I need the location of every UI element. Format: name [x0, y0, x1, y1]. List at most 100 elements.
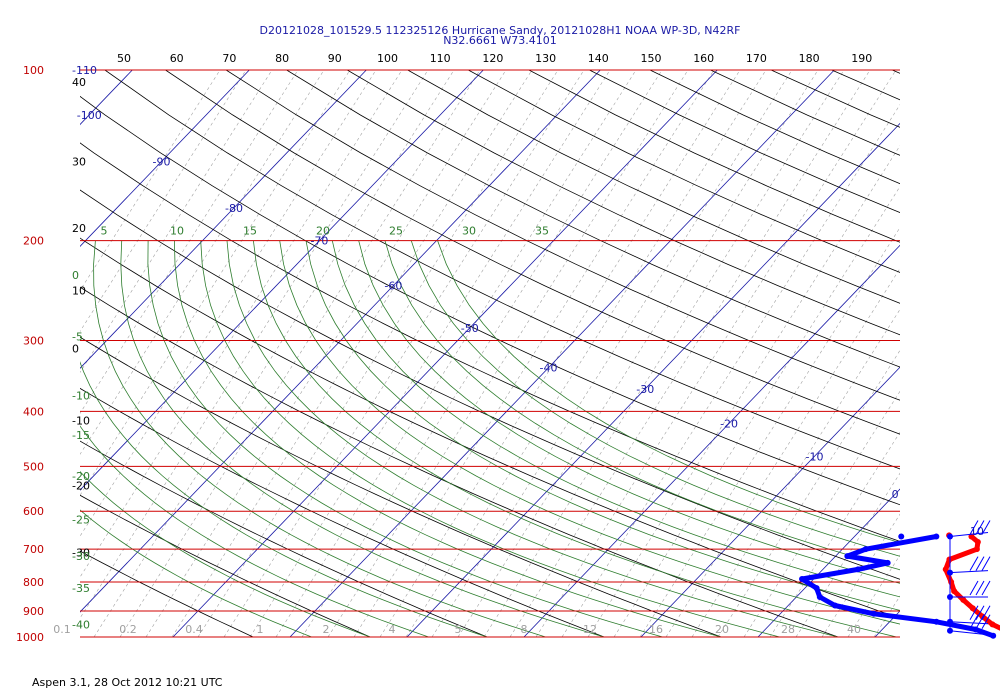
top-temp-label: 170 — [746, 52, 767, 65]
moist-label-left: -15 — [72, 429, 90, 442]
isotherm-line — [757, 488, 900, 637]
wind-barb-feather — [969, 614, 979, 630]
mixing-ratio-label: 0.2 — [119, 623, 137, 636]
top-temp-label: 80 — [275, 52, 289, 65]
dry-adiabat-line — [80, 387, 605, 637]
isotherm-label: -50 — [461, 322, 479, 335]
wind-barb-feather — [981, 605, 991, 621]
pressure-label: 900 — [23, 605, 44, 618]
isotherm-line — [80, 70, 367, 369]
wind-barb-feather — [975, 614, 985, 630]
temperature-point — [960, 596, 967, 603]
temperature-point — [974, 539, 981, 546]
dry-adiabat-line — [346, 70, 900, 336]
isotherm-line — [80, 70, 250, 247]
top-temp-label: 90 — [328, 52, 342, 65]
left-temp-label: 0 — [72, 343, 79, 356]
mixing-ratio-line — [535, 70, 897, 637]
dry-adiabat-line — [165, 70, 900, 435]
mixing-ratio-label: 0.1 — [53, 623, 71, 636]
dry-adiabat-line — [80, 440, 488, 637]
left-temp-label: 20 — [72, 222, 86, 235]
wind-barb-feather — [975, 605, 985, 621]
dewpoint-point — [813, 585, 820, 592]
isotherm-label: -70 — [310, 235, 328, 248]
moist-label-top: 30 — [462, 225, 476, 238]
dewpoint-point — [832, 602, 839, 609]
moist-label-left: -5 — [72, 330, 83, 343]
wind-barb-feather — [981, 580, 991, 596]
left-temp-label: 30 — [72, 155, 86, 168]
isotherm-label: -10 — [806, 450, 824, 463]
mixing-ratio-label: 5 — [455, 623, 462, 636]
top-temp-label: 150 — [641, 52, 662, 65]
dry-adiabat-line — [528, 70, 900, 243]
wind-barb-column — [947, 520, 991, 636]
dewpoint-point — [870, 610, 877, 617]
mixing-ratio-label: 12 — [583, 623, 597, 636]
isotherm-line — [992, 70, 1000, 637]
moist-adiabat-line — [93, 240, 546, 637]
wind-barb-feather — [975, 520, 985, 535]
isotherm-line — [172, 70, 718, 637]
left-temp-label: -10 — [72, 414, 90, 427]
mixing-ratio-line — [80, 70, 403, 578]
chart-location: N32.6661 W73.4101 — [443, 34, 557, 47]
mixing-ratio-line — [561, 104, 900, 637]
isotherm-label: -90 — [152, 155, 170, 168]
dry-adiabat-line — [225, 70, 900, 401]
moist-adiabat-line — [384, 240, 900, 571]
isotherm-label: -40 — [540, 362, 558, 375]
moist-label-top: 5 — [101, 225, 108, 238]
dry-adiabat-line — [104, 70, 900, 470]
wind-barb-feather — [975, 580, 985, 596]
moist-label-top: 15 — [243, 225, 257, 238]
wind-barb-shaft — [949, 630, 989, 636]
temperature-point — [951, 588, 958, 595]
temperature-point — [968, 533, 975, 540]
isotherm-line — [80, 70, 133, 126]
dewpoint-point — [816, 593, 823, 600]
mixing-ratio-label: 1 — [257, 623, 264, 636]
wind-barb-feather — [981, 520, 991, 535]
isotherm-line — [0, 70, 15, 637]
mixing-ratio-line — [80, 70, 351, 496]
mixing-ratio-line — [327, 70, 689, 637]
mixing-ratio-line — [639, 226, 900, 637]
moist-adiabat-line — [226, 240, 839, 637]
dewpoint-point — [972, 626, 979, 633]
chart-footer: Aspen 3.1, 28 Oct 2012 10:21 UTC — [32, 676, 223, 689]
moist-adiabat-line — [331, 240, 900, 598]
mixing-ratio-line — [197, 70, 559, 637]
dewpoint-point — [862, 546, 869, 553]
temperature-point — [946, 556, 953, 563]
isotherm-label: -20 — [720, 417, 738, 430]
mixing-ratio-line — [509, 70, 871, 637]
moist-label-left: -20 — [72, 470, 90, 483]
wind-barb-feather — [969, 520, 979, 535]
pressure-label: 200 — [23, 235, 44, 248]
wind-barb-feather — [981, 614, 991, 630]
mixing-ratio-label: 16 — [649, 623, 663, 636]
mixing-ratio-label: 0.4 — [185, 623, 203, 636]
top-temp-label: 100 — [377, 52, 398, 65]
mixing-ratio-line — [275, 70, 637, 637]
top-temp-label: 190 — [851, 52, 872, 65]
mixing-ratio-line — [587, 145, 900, 637]
isotherm-line — [406, 122, 900, 637]
mixing-ratio-line — [80, 70, 273, 373]
left-temp-label: -30 — [72, 547, 90, 560]
wind-barb-feather — [975, 556, 985, 571]
dewpoint-isolated-point — [898, 533, 905, 540]
dry-adiabat-line — [80, 286, 839, 637]
moist-label-left: -40 — [72, 618, 90, 631]
temperature-point — [942, 566, 949, 573]
dry-adiabat-line — [286, 70, 900, 368]
left-temp-label: 10 — [72, 285, 86, 298]
dry-adiabat-line — [892, 70, 900, 74]
grid-layer — [0, 69, 1000, 638]
mixing-ratio-line — [80, 70, 299, 414]
moist-adiabat-line — [200, 240, 780, 637]
dry-adiabat-line — [80, 336, 722, 637]
